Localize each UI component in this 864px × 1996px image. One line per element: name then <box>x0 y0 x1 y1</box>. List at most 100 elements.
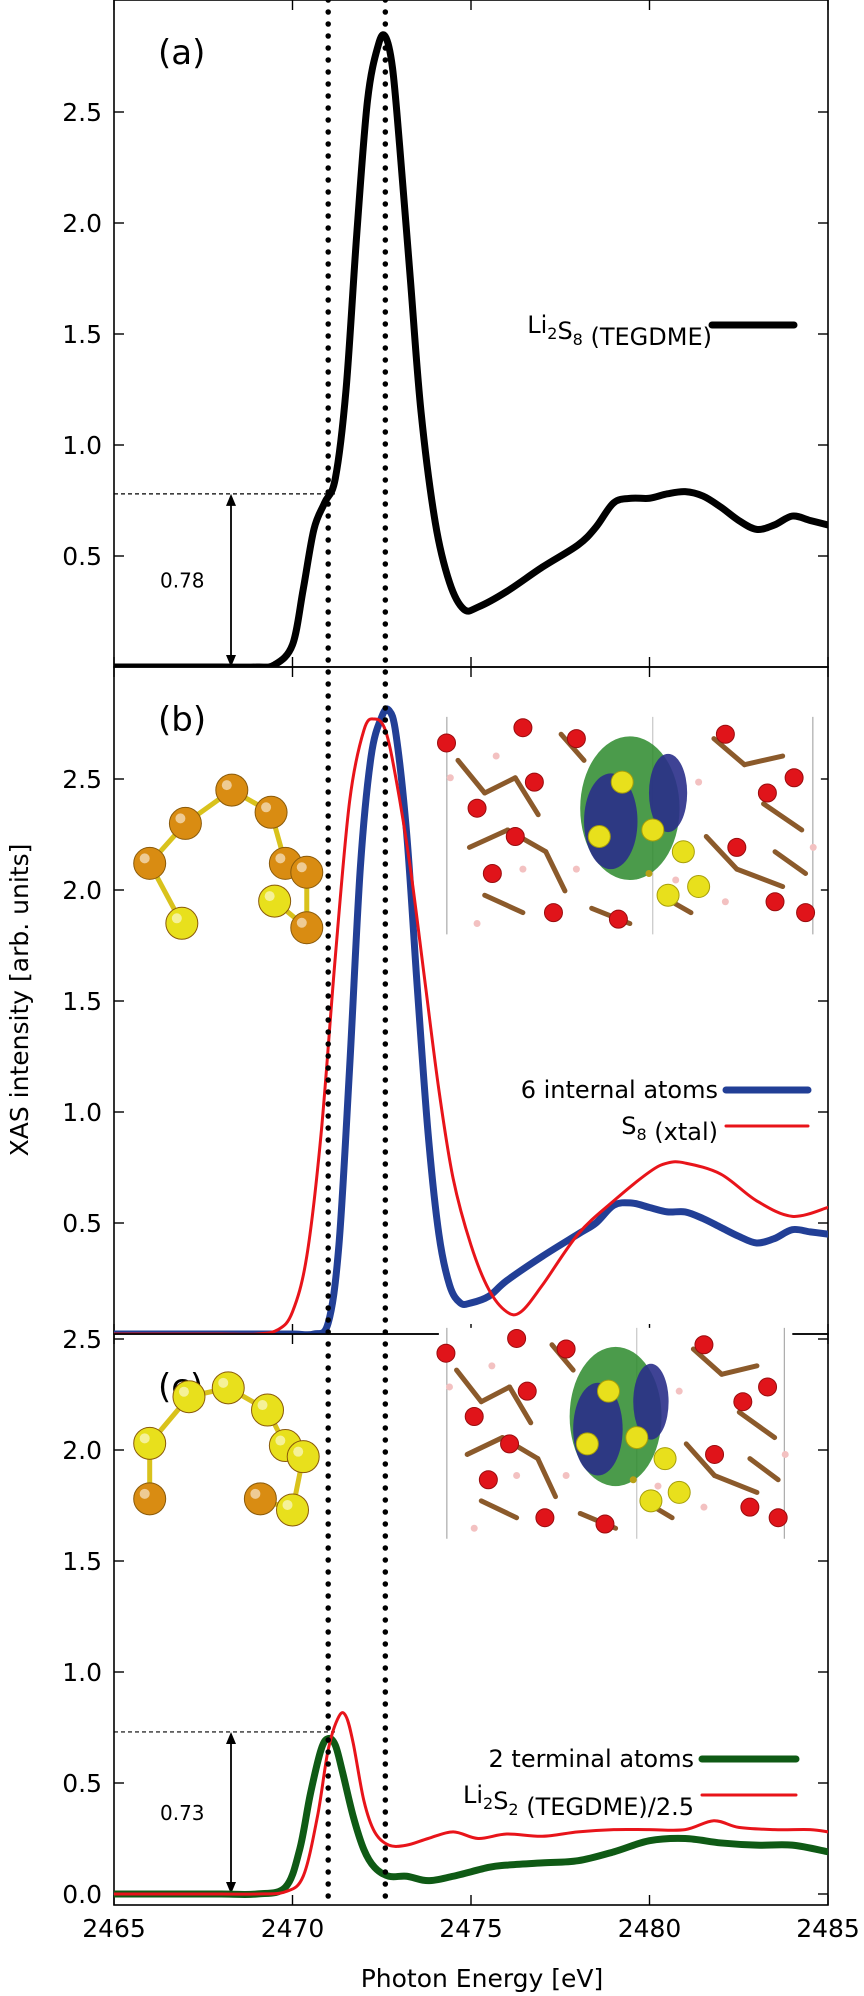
atom-highlight <box>171 913 182 924</box>
hydrogen-atom <box>672 876 680 884</box>
x-tick-label: 2485 <box>796 1914 860 1943</box>
molecule-atom <box>133 846 167 880</box>
arrow-head-top <box>226 1731 236 1744</box>
sulfur-chain-molecule <box>133 1371 320 1527</box>
series-line-1 <box>114 31 828 667</box>
hydrogen-atom <box>445 1383 453 1391</box>
atom-highlight <box>261 802 272 813</box>
legend-label: 2 terminal atoms <box>489 1745 694 1773</box>
oxygen-atom <box>482 863 502 883</box>
atom-highlight <box>275 853 286 864</box>
oxygen-atom <box>796 903 816 923</box>
hydrogen-atom <box>721 898 729 906</box>
series-group <box>114 705 828 1334</box>
bond-stick <box>478 1384 513 1405</box>
bond-stick <box>455 757 488 796</box>
oxygen-atom <box>765 892 785 912</box>
y-tick-label: 0.5 <box>62 1209 102 1238</box>
hydrogen-atom <box>781 1450 789 1458</box>
hydrogen-atom <box>492 752 500 760</box>
legend-entry: 6 internal atoms <box>521 1076 812 1104</box>
bond-stick <box>736 1409 778 1441</box>
bond-stick <box>482 775 518 796</box>
atom-highlight <box>250 1488 261 1499</box>
y-tick-label: 2.5 <box>62 98 102 127</box>
y-tick-label: 1.5 <box>62 987 102 1016</box>
oxygen-atom <box>595 1514 615 1534</box>
bond-stick <box>719 1363 760 1377</box>
oxygen-atom <box>608 909 628 929</box>
bond-stick <box>535 1456 559 1500</box>
y-tick-label: 1.0 <box>62 1658 102 1687</box>
bond-stick <box>712 1473 760 1495</box>
hydrogen-atom <box>675 1387 683 1395</box>
height-annotation: 0.73 <box>114 1731 336 1894</box>
atom-highlight <box>175 813 186 824</box>
bond-stick <box>747 1456 781 1483</box>
series-line-1 <box>114 1734 828 1898</box>
bond-stick <box>482 892 526 916</box>
y-tick-label: 2.0 <box>62 209 102 238</box>
sulfur-atom <box>671 840 695 864</box>
legend-label: Li2S2 (TEGDME)/2.5 <box>463 1781 694 1821</box>
panel-a: 0.5 1.0 1.5 2.0 2.5 (a) 0.78 Li2S8 (TEGDME) <box>62 0 829 668</box>
atom-highlight <box>218 1377 229 1388</box>
panel-label: (a) <box>158 33 205 73</box>
series-line-1 <box>114 705 828 1334</box>
hydrogen-atom <box>473 920 481 928</box>
atom-highlight <box>282 1499 293 1510</box>
oxygen-atom <box>517 1381 537 1401</box>
oxygen-atom <box>507 1328 527 1348</box>
bond-stick <box>761 801 805 833</box>
hydrogen-atom <box>572 865 580 873</box>
molecule-atom <box>165 906 199 940</box>
y-tick-label: 1.0 <box>62 431 102 460</box>
molecule-atom <box>254 795 288 829</box>
oxygen-atom <box>436 1343 456 1363</box>
oxygen-atom <box>467 798 487 818</box>
hydrogen-atom <box>513 1472 521 1480</box>
molecule-atom <box>211 1371 245 1405</box>
atom-highlight <box>293 1446 304 1457</box>
bond-stick <box>683 1441 718 1479</box>
atom-highlight <box>178 1386 189 1397</box>
molecule-atom <box>251 1393 285 1427</box>
oxygen-atom <box>543 903 563 923</box>
oxygen-atom <box>768 1508 788 1528</box>
oxygen-atom <box>757 783 777 803</box>
oxygen-atom <box>505 826 525 846</box>
orbital-lobe <box>648 753 688 833</box>
legend-label: Li2S8 (TEGDME) <box>527 311 712 351</box>
y-tick-label: 2.5 <box>62 1325 102 1354</box>
oxygen-atom <box>784 768 804 788</box>
y-tick-label: 2.5 <box>62 765 102 794</box>
molecule-atom <box>168 806 202 840</box>
sulfur-atom <box>610 770 634 794</box>
annotation-value: 0.78 <box>160 568 205 592</box>
series-group <box>114 1711 828 1898</box>
sulfur-atom <box>639 1489 663 1513</box>
hydrogen-atom <box>470 1524 478 1532</box>
y-tick-label: 0.5 <box>62 542 102 571</box>
hydrogen-atom <box>519 865 527 873</box>
bond-stick <box>741 753 786 768</box>
bond-stick <box>711 736 747 768</box>
md-snapshot-inset <box>436 1327 793 1539</box>
panel-label: (b) <box>158 700 206 740</box>
hydrogen-atom <box>654 1482 662 1490</box>
lithium-atom <box>629 1476 637 1484</box>
legend-entry: 2 terminal atoms <box>489 1745 800 1773</box>
bond-stick <box>466 827 511 850</box>
y-tick-label: 1.0 <box>62 1098 102 1127</box>
molecule-atom <box>243 1482 277 1516</box>
oxygen-atom <box>705 1444 725 1464</box>
md-snapshot-inset <box>437 716 821 935</box>
sulfur-atom <box>687 875 711 899</box>
x-tick-label: 2465 <box>82 1914 146 1943</box>
hydrogen-atom <box>809 843 817 851</box>
sulfur-atom <box>587 824 611 848</box>
y-tick-label: 1.5 <box>62 1547 102 1576</box>
legend-entry: S8 (xtal) <box>621 1112 810 1146</box>
panel-c: 0.00.51.01.52.02.524652470247524802485(c… <box>62 1325 860 1943</box>
sulfur-atom <box>653 1447 677 1471</box>
